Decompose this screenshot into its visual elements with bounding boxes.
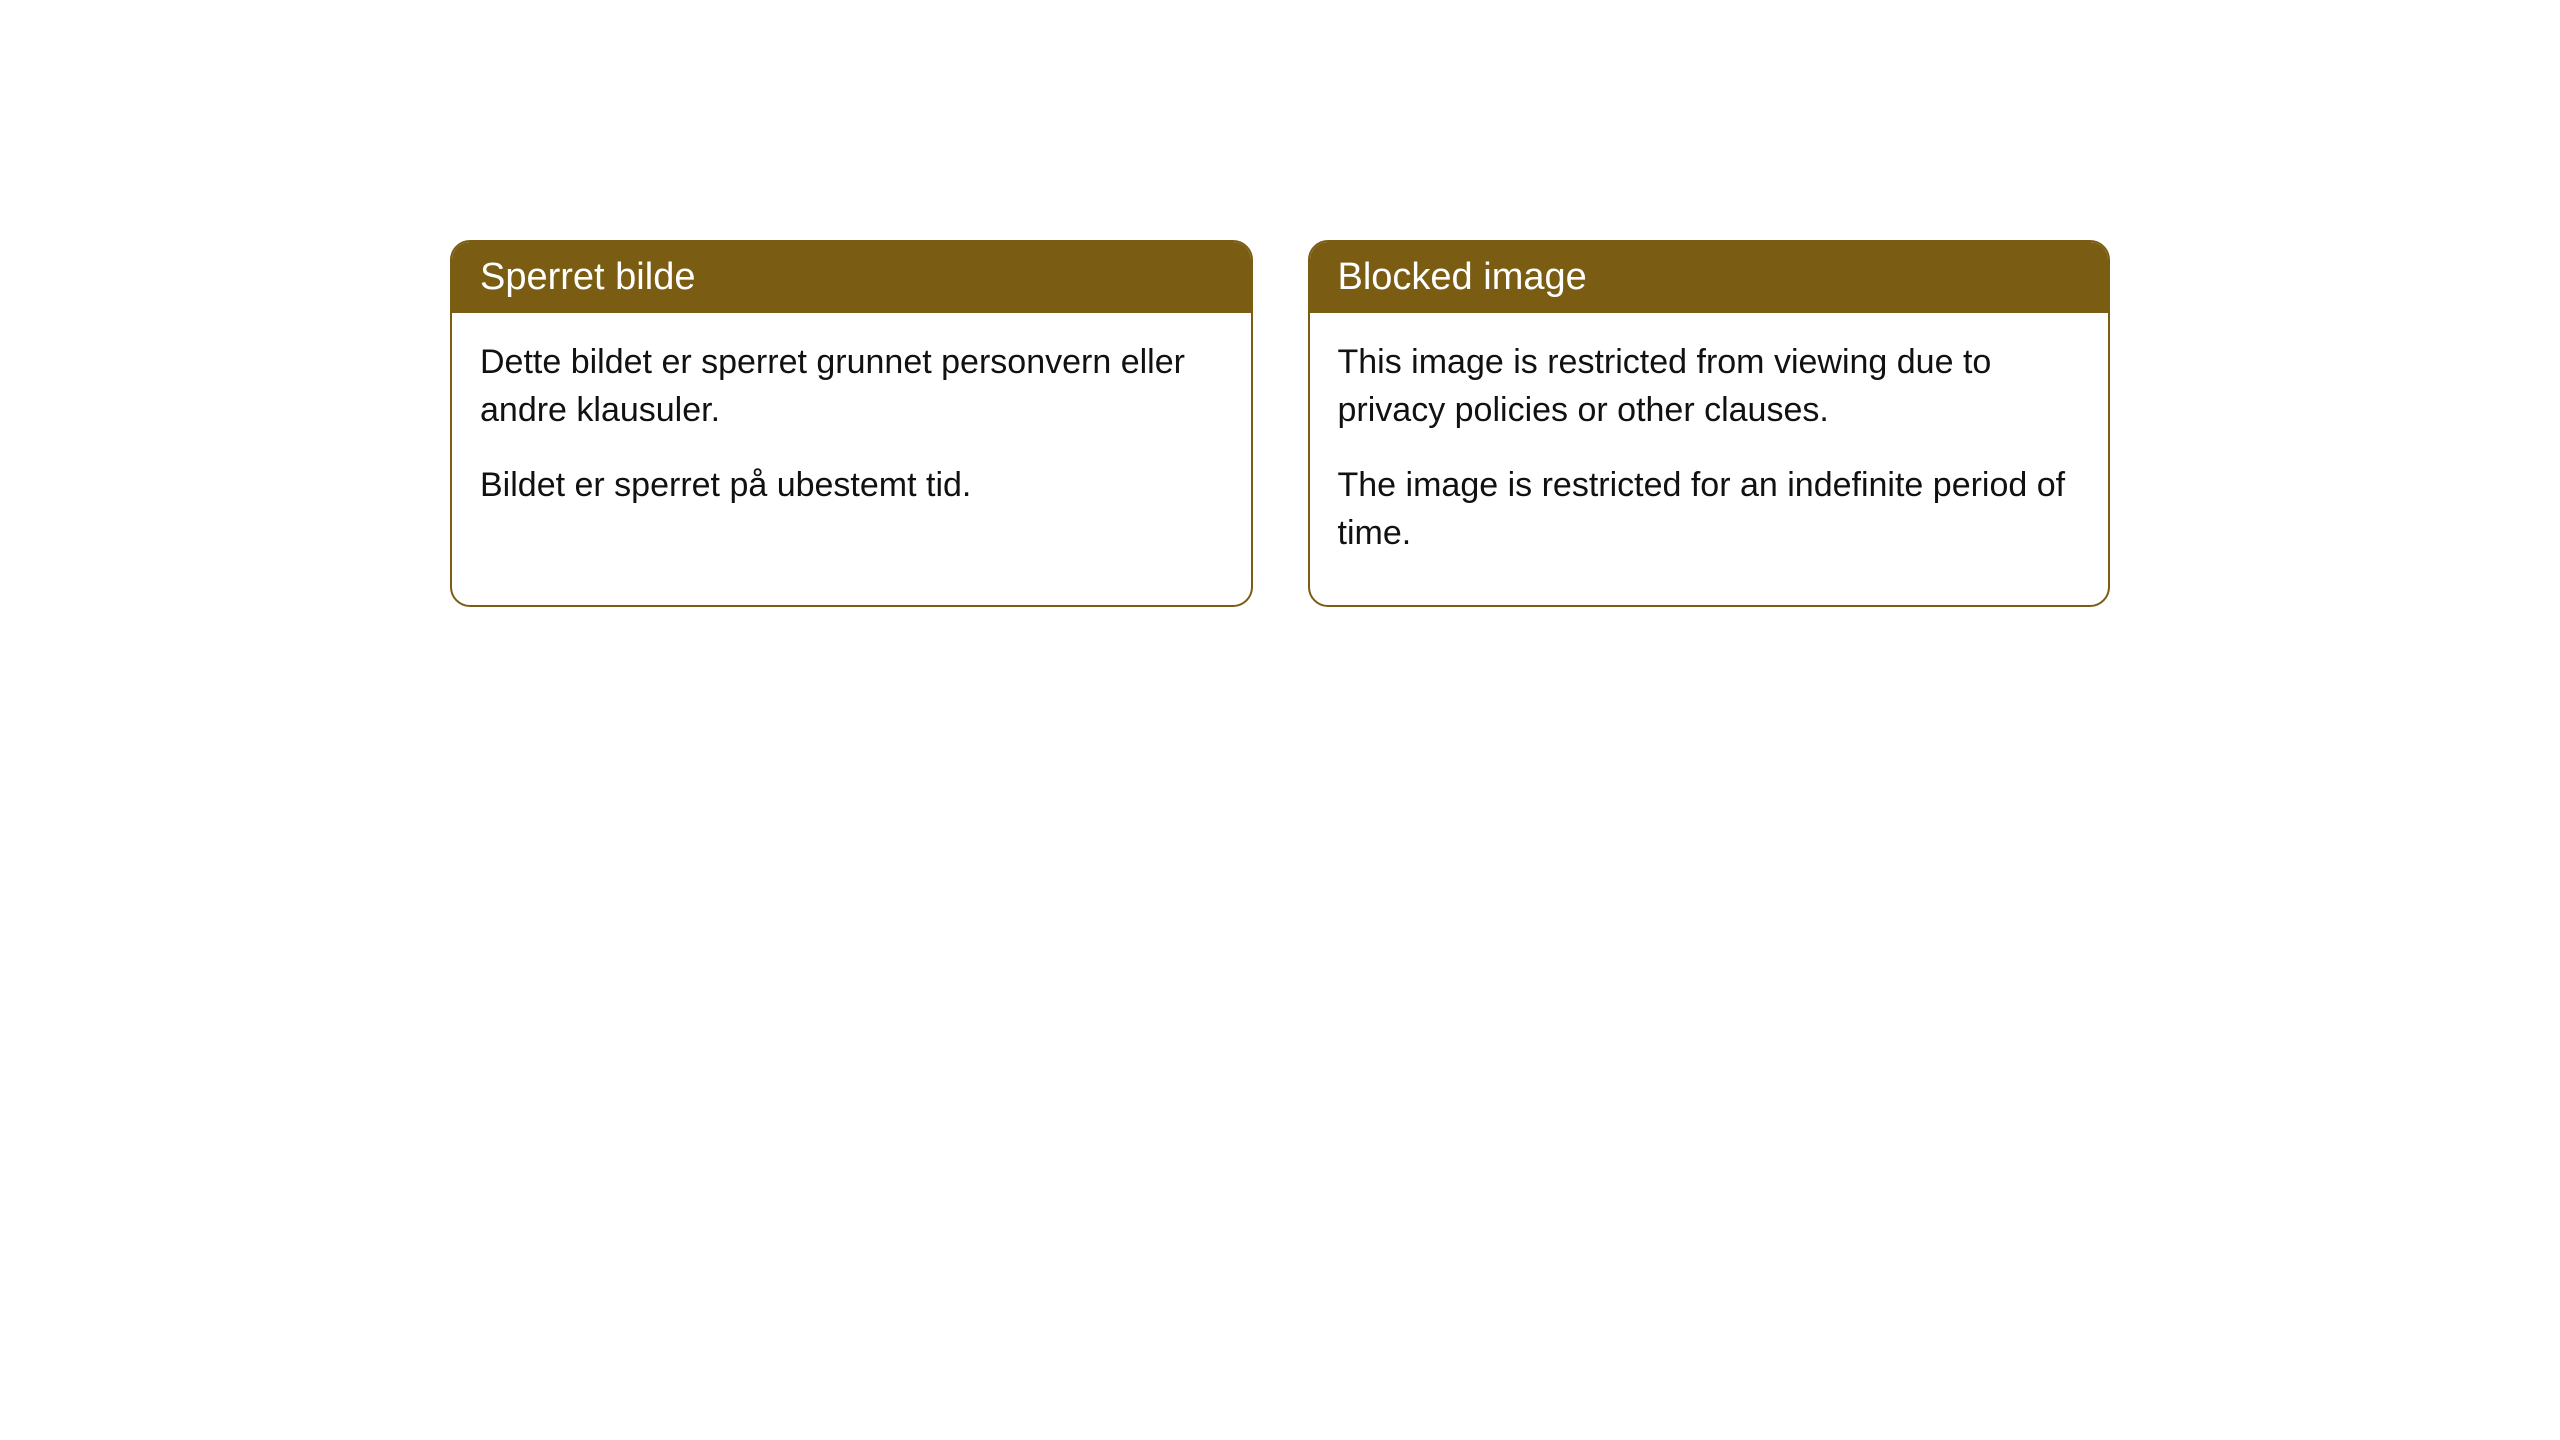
- cards-container: Sperret bilde Dette bildet er sperret gr…: [450, 240, 2110, 607]
- card-title-english: Blocked image: [1338, 256, 1587, 298]
- card-paragraph-1-english: This image is restricted from viewing du…: [1338, 339, 2081, 434]
- card-header-english: Blocked image: [1310, 242, 2109, 313]
- card-body-norwegian: Dette bildet er sperret grunnet personve…: [452, 313, 1251, 558]
- card-title-norwegian: Sperret bilde: [480, 256, 695, 298]
- card-paragraph-2-norwegian: Bildet er sperret på ubestemt tid.: [480, 462, 1223, 510]
- card-norwegian: Sperret bilde Dette bildet er sperret gr…: [450, 240, 1253, 607]
- card-english: Blocked image This image is restricted f…: [1308, 240, 2111, 607]
- card-paragraph-1-norwegian: Dette bildet er sperret grunnet personve…: [480, 339, 1223, 434]
- card-paragraph-2-english: The image is restricted for an indefinit…: [1338, 462, 2081, 557]
- card-header-norwegian: Sperret bilde: [452, 242, 1251, 313]
- card-body-english: This image is restricted from viewing du…: [1310, 313, 2109, 605]
